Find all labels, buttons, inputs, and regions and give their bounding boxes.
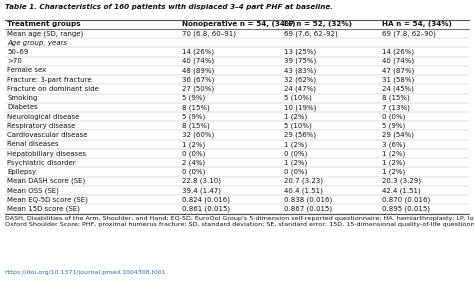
Text: Renal diseases: Renal diseases — [7, 141, 59, 147]
Text: 0.867 (0.015): 0.867 (0.015) — [284, 206, 333, 212]
Text: 3 (6%): 3 (6%) — [382, 141, 405, 148]
Text: Age group, years: Age group, years — [7, 40, 67, 46]
Text: 24 (45%): 24 (45%) — [382, 86, 413, 92]
Text: 40.4 (1.51): 40.4 (1.51) — [284, 187, 323, 194]
Text: 0.824 (0.016): 0.824 (0.016) — [182, 196, 230, 203]
Text: 1 (2%): 1 (2%) — [382, 169, 405, 175]
Text: Smoking: Smoking — [7, 95, 37, 101]
Text: 1 (2%): 1 (2%) — [284, 113, 308, 120]
Text: 50–69: 50–69 — [7, 49, 28, 55]
Text: 29 (54%): 29 (54%) — [382, 132, 414, 138]
Text: 0.895 (0.015): 0.895 (0.015) — [382, 206, 429, 212]
Text: 14 (26%): 14 (26%) — [182, 49, 215, 55]
Text: Fracture: 3-part fracture: Fracture: 3-part fracture — [7, 77, 92, 83]
Text: Table 1. Characteristics of 160 patients with displaced 3–4 part PHF at baseline: Table 1. Characteristics of 160 patients… — [5, 4, 333, 10]
Text: 10 (19%): 10 (19%) — [284, 104, 317, 111]
Text: 31 (58%): 31 (58%) — [382, 76, 414, 83]
Text: 22.8 (3.10): 22.8 (3.10) — [182, 178, 221, 185]
Text: Mean 15D score (SE): Mean 15D score (SE) — [7, 206, 80, 212]
Text: 0 (0%): 0 (0%) — [182, 169, 206, 175]
Text: 0.861 (0.015): 0.861 (0.015) — [182, 206, 231, 212]
Text: 39 (75%): 39 (75%) — [284, 58, 317, 64]
Text: 1 (2%): 1 (2%) — [182, 141, 206, 148]
Text: 70 (6.8, 60–91): 70 (6.8, 60–91) — [182, 30, 237, 37]
Text: 8 (15%): 8 (15%) — [382, 95, 410, 101]
Text: 2 (4%): 2 (4%) — [182, 160, 206, 166]
Text: Nonoperative n = 54, (34%): Nonoperative n = 54, (34%) — [182, 21, 296, 27]
Text: 5 (10%): 5 (10%) — [284, 95, 312, 101]
Text: DASH, Disabilities of the Arm, Shoulder, and Hand; EQ-5D, EuroQol Group's 5-dime: DASH, Disabilities of the Arm, Shoulder,… — [5, 216, 474, 227]
Text: 1 (2%): 1 (2%) — [284, 160, 308, 166]
Text: 29 (56%): 29 (56%) — [284, 132, 317, 138]
Text: 0 (0%): 0 (0%) — [182, 150, 206, 157]
Text: Treatment groups: Treatment groups — [7, 21, 81, 27]
Text: Psychiatric disorder: Psychiatric disorder — [7, 160, 76, 166]
Text: 27 (50%): 27 (50%) — [182, 86, 215, 92]
Text: Cardiovascular disease: Cardiovascular disease — [7, 132, 88, 138]
Text: 32 (60%): 32 (60%) — [182, 132, 215, 138]
Text: 47 (87%): 47 (87%) — [382, 67, 414, 74]
Text: https://doi.org/10.1371/journal.pmed.1004308.t001: https://doi.org/10.1371/journal.pmed.100… — [5, 270, 166, 275]
Text: 1 (2%): 1 (2%) — [284, 141, 308, 148]
Text: 48 (89%): 48 (89%) — [182, 67, 215, 74]
Text: 8 (15%): 8 (15%) — [182, 123, 210, 129]
Text: 0 (0%): 0 (0%) — [382, 113, 405, 120]
Text: Neurological disease: Neurological disease — [7, 114, 80, 120]
Text: 8 (15%): 8 (15%) — [182, 104, 210, 111]
Text: Mean OSS (SE): Mean OSS (SE) — [7, 187, 59, 194]
Text: Epilepsy: Epilepsy — [7, 169, 36, 175]
Text: 5 (9%): 5 (9%) — [382, 123, 405, 129]
Text: 0.838 (0.016): 0.838 (0.016) — [284, 196, 333, 203]
Text: 36 (67%): 36 (67%) — [182, 76, 215, 83]
Text: 24 (47%): 24 (47%) — [284, 86, 317, 92]
Text: LP n = 52, (32%): LP n = 52, (32%) — [284, 21, 352, 27]
Text: 69 (7.6, 62–92): 69 (7.6, 62–92) — [284, 30, 338, 37]
Text: Mean EQ-5D score (SE): Mean EQ-5D score (SE) — [7, 196, 88, 203]
Text: 39.4 (1.47): 39.4 (1.47) — [182, 187, 221, 194]
Text: 5 (9%): 5 (9%) — [182, 113, 206, 120]
Text: 40 (74%): 40 (74%) — [382, 58, 414, 64]
Text: Female sex: Female sex — [7, 67, 46, 73]
Text: Mean DASH score (SE): Mean DASH score (SE) — [7, 178, 85, 185]
Text: 0.870 (0.016): 0.870 (0.016) — [382, 196, 430, 203]
Text: 1 (2%): 1 (2%) — [382, 160, 405, 166]
Text: >70: >70 — [7, 58, 22, 64]
Text: 42.4 (1.51): 42.4 (1.51) — [382, 187, 420, 194]
Text: 5 (9%): 5 (9%) — [182, 95, 206, 101]
Text: 40 (74%): 40 (74%) — [182, 58, 215, 64]
Text: 0 (0%): 0 (0%) — [284, 150, 308, 157]
Text: 5 (10%): 5 (10%) — [284, 123, 312, 129]
Text: Respiratory disease: Respiratory disease — [7, 123, 75, 129]
Text: 14 (26%): 14 (26%) — [382, 49, 414, 55]
Text: 13 (25%): 13 (25%) — [284, 49, 317, 55]
Text: 69 (7.8, 62–90): 69 (7.8, 62–90) — [382, 30, 436, 37]
Text: Hepatobiliary diseases: Hepatobiliary diseases — [7, 151, 86, 157]
Text: 20.3 (3.29): 20.3 (3.29) — [382, 178, 420, 185]
Text: 0 (0%): 0 (0%) — [284, 169, 308, 175]
Text: 32 (62%): 32 (62%) — [284, 76, 317, 83]
Text: 43 (83%): 43 (83%) — [284, 67, 317, 74]
Text: HA n = 54, (34%): HA n = 54, (34%) — [382, 21, 451, 27]
Text: 20.7 (3.23): 20.7 (3.23) — [284, 178, 323, 185]
Text: 1 (2%): 1 (2%) — [382, 150, 405, 157]
Text: Diabetes: Diabetes — [7, 104, 38, 110]
Text: Mean age (SD, range): Mean age (SD, range) — [7, 30, 83, 37]
Text: 7 (13%): 7 (13%) — [382, 104, 410, 111]
Text: Fracture on dominant side: Fracture on dominant side — [7, 86, 99, 92]
